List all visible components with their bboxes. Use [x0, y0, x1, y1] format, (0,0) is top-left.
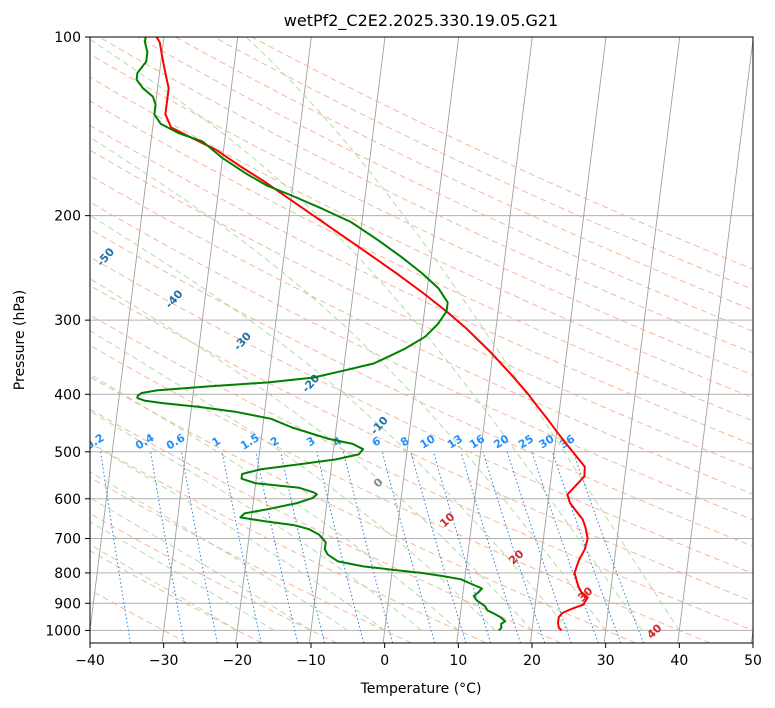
y-tick-label: 200	[54, 209, 81, 225]
dry-adiabat-line	[90, 344, 711, 643]
mixing-ratio-line	[181, 451, 218, 643]
dry-adiabat-line	[90, 228, 753, 547]
x-tick-label: 30	[597, 653, 615, 669]
x-tick-label: −20	[223, 653, 253, 669]
isotherm-line	[603, 37, 681, 643]
x-tick-label: 50	[744, 653, 762, 669]
x-tick-label: −40	[75, 653, 105, 669]
mixing-ratio-line	[506, 451, 572, 643]
isotherm-line	[161, 37, 239, 643]
plot-frame	[89, 36, 754, 644]
isotherm-line	[90, 37, 165, 635]
moist-adiabat-line	[90, 497, 312, 631]
isotherm-line	[529, 37, 607, 643]
mixing-ratio-line	[460, 451, 521, 643]
temperature-profile-line	[155, 37, 589, 632]
mixing-ratio-line	[100, 451, 131, 643]
isotherm-line	[308, 37, 386, 643]
moist-adiabat-line	[90, 330, 496, 631]
x-tick-label: 10	[449, 653, 467, 669]
dry-adiabat-line	[90, 442, 487, 643]
dry-adiabat-line	[90, 100, 753, 422]
mixing-ratio-line	[433, 451, 492, 643]
mixing-ratio-line	[381, 451, 436, 643]
isotherm-line	[456, 37, 533, 643]
x-tick-label: −10	[296, 653, 326, 669]
dewpoint-profile-line	[135, 37, 507, 632]
x-tick-label: 0	[380, 653, 389, 669]
dry-adiabat-line	[90, 124, 753, 446]
y-tick-label: 100	[54, 30, 81, 46]
y-tick-label: 500	[54, 445, 81, 461]
mixing-ratio-line	[342, 451, 394, 643]
x-tick-label: −30	[149, 653, 179, 669]
mixing-ratio-line	[551, 451, 622, 643]
dry-adiabat-line	[90, 284, 753, 603]
mixing-ratio-line	[531, 451, 599, 643]
moist-adiabat-line	[90, 38, 643, 631]
moist-adiabat-line	[90, 136, 607, 631]
isotherm-line	[235, 37, 312, 643]
dry-adiabat-line	[90, 314, 753, 631]
mixing-ratio-line	[482, 451, 546, 643]
y-tick-label: 800	[54, 566, 81, 582]
mixing-ratio-line	[150, 451, 185, 643]
mixing-ratio-line	[410, 451, 467, 643]
y-tick-label: 700	[54, 532, 81, 548]
moist-adiabat-line	[245, 37, 680, 631]
moist-adiabat-line	[90, 214, 570, 631]
chart-title: wetPf2_C2E2.2025.330.19.05.G21	[284, 11, 558, 31]
y-tick-label: 1000	[45, 623, 81, 639]
y-tick-label: 600	[54, 492, 81, 508]
y-tick-label: 900	[54, 596, 81, 612]
y-tick-label: 400	[54, 387, 81, 403]
dry-adiabat-line	[90, 512, 337, 643]
x-axis-label: Temperature (°C)	[360, 681, 482, 697]
moist-adiabat-line	[90, 471, 349, 631]
x-tick-label: 40	[670, 653, 688, 669]
y-tick-label: 300	[54, 313, 81, 329]
x-tick-label: 20	[523, 653, 541, 669]
moist-adiabat-line	[90, 442, 385, 631]
mixing-ratio-line	[316, 451, 365, 643]
isotherm-line	[677, 37, 753, 643]
mixing-ratio-line	[280, 451, 325, 643]
mixing-ratio-line	[255, 451, 299, 643]
dry-adiabat-line	[90, 408, 561, 643]
moist-adiabat-line	[90, 373, 459, 631]
y-axis-label: Pressure (hPa)	[12, 290, 28, 390]
mixing-ratio-line	[221, 451, 262, 643]
